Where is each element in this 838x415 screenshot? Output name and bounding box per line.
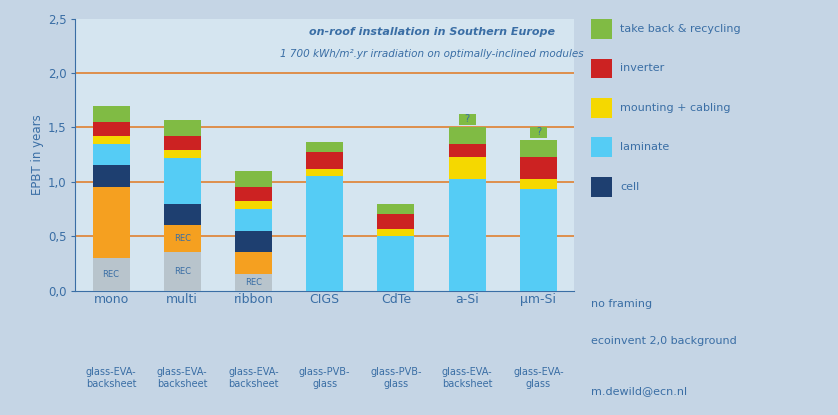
Bar: [163, 225, 201, 252]
Bar: [377, 203, 415, 215]
Bar: [235, 171, 272, 187]
Text: glass-EVA-
backsheet: glass-EVA- backsheet: [228, 367, 279, 389]
Text: m.dewild@ecn.nl: m.dewild@ecn.nl: [591, 386, 687, 396]
Bar: [377, 215, 415, 229]
Bar: [92, 258, 130, 290]
Text: glass-EVA-
backsheet: glass-EVA- backsheet: [157, 367, 208, 389]
Bar: [377, 229, 415, 236]
Bar: [235, 252, 272, 274]
Bar: [235, 209, 272, 231]
Bar: [92, 187, 130, 258]
Bar: [163, 158, 201, 203]
Bar: [448, 157, 486, 178]
Text: on-roof installation in Southern Europe: on-roof installation in Southern Europe: [308, 27, 555, 37]
Bar: [306, 142, 344, 152]
Text: glass-EVA-
backsheet: glass-EVA- backsheet: [442, 367, 493, 389]
Bar: [530, 127, 547, 138]
Text: ecoinvent 2,0 background: ecoinvent 2,0 background: [591, 337, 737, 347]
Text: ?: ?: [535, 127, 541, 137]
Bar: [163, 150, 201, 158]
Bar: [163, 120, 201, 136]
Text: REC: REC: [173, 234, 191, 243]
Text: glass-EVA-
backsheet: glass-EVA- backsheet: [85, 367, 137, 389]
Text: glass-PVB-
glass: glass-PVB- glass: [370, 367, 422, 389]
Bar: [92, 136, 130, 144]
Text: 1 700 kWh/m².yr irradiation on optimally-inclined modules: 1 700 kWh/m².yr irradiation on optimally…: [280, 49, 583, 59]
Bar: [377, 236, 415, 290]
Bar: [458, 114, 476, 124]
Bar: [92, 166, 130, 187]
Bar: [235, 274, 272, 290]
Bar: [448, 178, 486, 290]
Text: take back & recycling: take back & recycling: [620, 24, 741, 34]
Text: REC: REC: [245, 278, 262, 287]
Bar: [235, 187, 272, 201]
Y-axis label: EPBT in years: EPBT in years: [31, 114, 44, 195]
Text: glass-PVB-
glass: glass-PVB- glass: [299, 367, 350, 389]
Bar: [306, 152, 344, 169]
Bar: [520, 157, 557, 178]
Bar: [448, 127, 486, 144]
Bar: [163, 252, 201, 290]
Text: mounting + cabling: mounting + cabling: [620, 103, 731, 113]
Text: no framing: no framing: [591, 299, 652, 309]
Bar: [235, 201, 272, 209]
Bar: [163, 136, 201, 150]
Bar: [235, 231, 272, 252]
Bar: [92, 144, 130, 166]
Bar: [520, 140, 557, 157]
Bar: [92, 122, 130, 136]
Bar: [520, 178, 557, 189]
Bar: [163, 203, 201, 225]
Text: REC: REC: [173, 267, 191, 276]
Text: ?: ?: [464, 114, 470, 124]
Text: cell: cell: [620, 182, 639, 192]
Text: REC: REC: [102, 270, 120, 279]
Bar: [92, 106, 130, 122]
Bar: [306, 176, 344, 290]
Text: inverter: inverter: [620, 63, 665, 73]
Bar: [520, 189, 557, 290]
Bar: [306, 169, 344, 176]
Text: laminate: laminate: [620, 142, 670, 152]
Bar: [448, 144, 486, 157]
Text: glass-EVA-
glass: glass-EVA- glass: [513, 367, 564, 389]
